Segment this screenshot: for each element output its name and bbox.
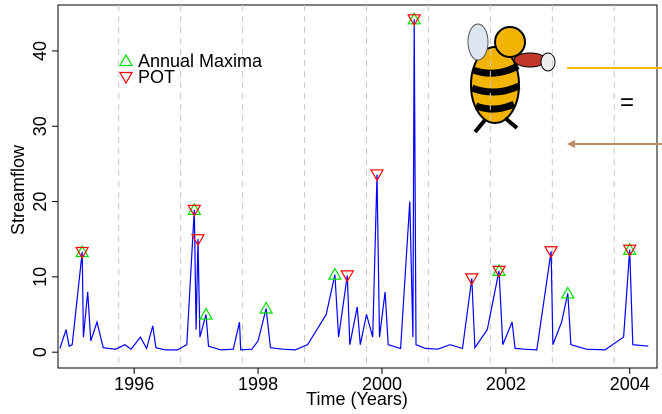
marker [492, 263, 507, 276]
decor-arrowhead [567, 140, 575, 148]
x-tick-label: 1996 [114, 374, 154, 394]
marker [190, 234, 206, 247]
x-tick-label: 2004 [610, 374, 650, 394]
marker [75, 244, 90, 258]
x-axis-title: Time (Years) [306, 389, 408, 409]
x-tick-label: 2000 [362, 374, 402, 394]
y-tick-label: 20 [30, 192, 50, 212]
streamflow-line [59, 19, 649, 351]
marker [187, 202, 202, 215]
y-tick-label: 10 [30, 267, 50, 287]
x-tick-label: 1998 [238, 374, 278, 394]
marker [187, 204, 202, 218]
y-tick-label: 30 [30, 116, 50, 136]
y-tick-label: 0 [30, 347, 50, 357]
marker [407, 12, 422, 25]
marker [622, 242, 637, 255]
bee-illustration [460, 8, 560, 134]
legend-marker [118, 71, 134, 85]
marker [369, 169, 385, 182]
decor-equals: = [620, 89, 634, 116]
y-axis-title: Streamflow [8, 144, 28, 235]
marker [259, 301, 274, 314]
y-tick-label: 40 [30, 41, 50, 61]
marker [622, 244, 637, 257]
marker [327, 267, 342, 280]
legend-label: POT [138, 67, 175, 87]
marker [492, 265, 507, 279]
marker [340, 270, 355, 283]
marker [544, 246, 559, 259]
marker [199, 307, 214, 320]
marker [407, 14, 422, 27]
marker [75, 246, 90, 260]
marker [464, 273, 479, 286]
marker [560, 286, 575, 299]
legend-marker [118, 53, 134, 67]
plot-frame [57, 4, 658, 369]
legend-label: Annual Maxima [138, 51, 263, 71]
x-tick-label: 2002 [486, 374, 526, 394]
